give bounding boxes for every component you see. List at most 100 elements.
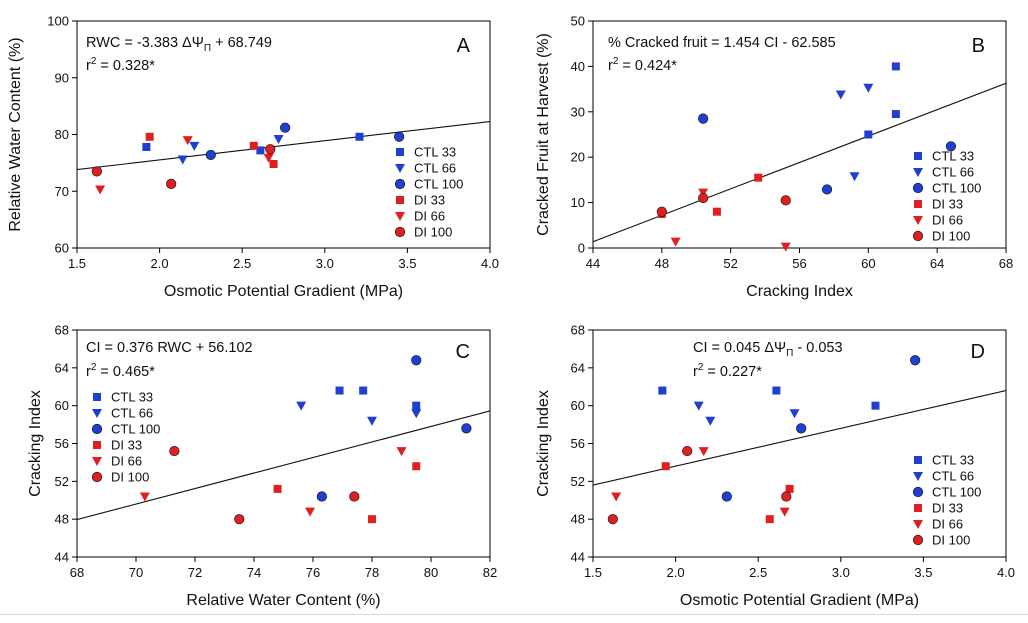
panel-d-legend-label-ctl-100: CTL 100 [932, 485, 981, 500]
panel-c-point-di-100 [234, 514, 245, 525]
panel-c-x-tick-label: 78 [365, 565, 379, 580]
panel-c-equation-main: CI = 0.376 RWC + 56.102 [86, 340, 253, 356]
panel-c-point-di-33 [412, 462, 421, 471]
panel-c-legend-label-ctl-100: CTL 100 [111, 422, 160, 437]
panel-b-point-ctl-100 [698, 113, 709, 124]
panel-d-letter: D [971, 341, 985, 363]
bottom-divider [0, 614, 1028, 615]
panel-c-letter: C [456, 341, 470, 363]
panel-c-point-ctl-66 [411, 409, 422, 419]
panel-d-point-di-66 [779, 507, 790, 517]
panel-d-point-ctl-66 [693, 401, 704, 411]
panel-a-point-di-66 [263, 153, 274, 163]
panel-d-x-tick-label: 3.5 [914, 565, 932, 580]
panel-c-r-squared-exponent: 2 [91, 362, 97, 373]
panel-b-r-squared-exponent: 2 [613, 56, 619, 67]
panel-d-legend-marker-di-33 [914, 504, 922, 512]
panel-c-point-di-100 [349, 491, 360, 502]
panel-a-point-ctl-66 [189, 141, 200, 151]
panel-c-y-tick-label: 48 [55, 512, 69, 527]
panel-c-legend-marker-di-66 [92, 457, 102, 466]
panel-c-x-tick-label: 70 [129, 565, 143, 580]
panel-d-point-di-100 [607, 514, 618, 525]
panel-a-legend-label-ctl-66: CTL 66 [414, 161, 456, 176]
panel-b-equation: % Cracked fruit = 1.454 CI - 62.585 [608, 35, 836, 51]
panel-b-point-di-100 [698, 192, 709, 204]
panel-d-r-squared-value: = 0.227* [703, 364, 762, 380]
panel-d-point-ctl-100 [910, 355, 921, 366]
panel-b-point-ctl-33 [891, 62, 900, 71]
panel-a-point-ctl-33 [256, 146, 265, 155]
panel-a-legend-marker-ctl-100 [394, 178, 406, 190]
panel-a-equation-tail: + 68.749 [211, 35, 272, 51]
panel-a-x-axis-title: Osmotic Potential Gradient (MPa) [164, 283, 403, 300]
panel-d-legend-marker-di-66 [913, 520, 923, 529]
panel-b-x-tick-label: 64 [930, 256, 944, 271]
panel-a-point-di-33 [145, 132, 154, 141]
panel-d-legend-marker-di-100 [912, 534, 924, 546]
panel-c-point-di-33 [273, 484, 282, 493]
panel-a-legend-marker-di-100 [394, 226, 406, 238]
panel-a-y-tick-label: 100 [47, 14, 69, 29]
panel-d-equation-main: CI = 0.045 ΔΨ [693, 340, 786, 356]
panel-c-x-tick-label: 80 [424, 565, 438, 580]
panel-b-y-tick-label: 50 [571, 14, 585, 29]
panel-c-legend-marker-ctl-33 [93, 393, 101, 401]
panel-d-x-tick-label: 2.0 [667, 565, 685, 580]
panel-b-chart: 44 48 52 56 60 64 68 0 10 20 30 40 50 Cracking Index C… [535, 14, 1013, 301]
panel-a-point-di-33 [269, 160, 278, 169]
panel-c-r-squared-value: = 0.465* [96, 364, 155, 380]
panel-a-point-ctl-100 [205, 149, 216, 161]
panel-d-y-tick-label: 60 [571, 398, 585, 413]
panel-d-r-squared-exponent: 2 [698, 362, 704, 373]
panel-c-point-di-100 [169, 445, 180, 457]
panel-a-point-ctl-33 [142, 142, 151, 151]
panel-a-legend-marker-ctl-66 [395, 164, 405, 173]
panel-d-point-di-33 [765, 515, 774, 524]
panel-a-legend-label-di-66: DI 66 [414, 209, 445, 224]
panel-c-legend-marker-di-100 [91, 471, 103, 483]
panel-c-y-tick-label: 52 [55, 474, 69, 489]
panel-c-point-di-66 [396, 447, 407, 457]
panel-a-y-axis-title: Relative Water Content (%) [7, 37, 24, 231]
panel-c-regression-line [77, 410, 490, 521]
panel-b-legend-label-di-33: DI 33 [932, 197, 963, 212]
panel-c-r-squared-symbol: r [86, 364, 91, 380]
panel-a-legend-marker-di-33 [396, 196, 404, 204]
panel-a-point-di-100 [166, 178, 177, 189]
panel-b-point-ctl-66 [849, 172, 860, 182]
panel-c-x-axis-title: Relative Water Content (%) [186, 592, 380, 609]
panel-c-point-ctl-100 [316, 491, 327, 502]
panel-d-x-axis-title: Osmotic Potential Gradient (MPa) [680, 592, 919, 609]
panel-a-legend-label-ctl-100: CTL 100 [414, 177, 463, 192]
panel-c-y-tick-label: 60 [55, 398, 69, 413]
panel-b-legend-marker-di-33 [914, 200, 922, 208]
panel-a-x-tick-label: 2.5 [233, 256, 251, 271]
panel-c-x-tick-label: 76 [306, 565, 320, 580]
panel-d-y-tick-label: 68 [571, 323, 585, 338]
panel-b-point-ctl-100 [945, 141, 957, 152]
panel-a-letter: A [457, 35, 471, 57]
panel-c-y-tick-label: 56 [55, 436, 69, 451]
panel-c-point-di-66 [139, 492, 150, 502]
panel-c-x-tick-label: 82 [483, 565, 497, 580]
panel-d-point-di-66 [698, 447, 709, 457]
panel-d-legend-marker-ctl-66 [913, 472, 923, 481]
panel-b-y-axis-title: Cracked Fruit at Harvest (%) [535, 33, 552, 236]
panel-d-x-tick-label: 2.5 [749, 565, 767, 580]
panel-b-y-tick-label: 10 [571, 195, 585, 210]
panel-d-equation: CI = 0.045 ΔΨΠ - 0.053 [693, 340, 843, 359]
panel-d-legend-marker-ctl-100 [912, 486, 924, 498]
panel-c-r-squared: r2 = 0.465* [86, 362, 155, 380]
panel-a-y-tick-label: 90 [55, 70, 69, 85]
panel-d-y-tick-label: 56 [571, 436, 585, 451]
panel-d-legend-label-di-66: DI 66 [932, 517, 963, 532]
panel-c-y-tick-label: 44 [55, 550, 69, 565]
panel-d-equation-tail: - 0.053 [793, 340, 842, 356]
panel-a-point-di-100 [265, 144, 276, 155]
